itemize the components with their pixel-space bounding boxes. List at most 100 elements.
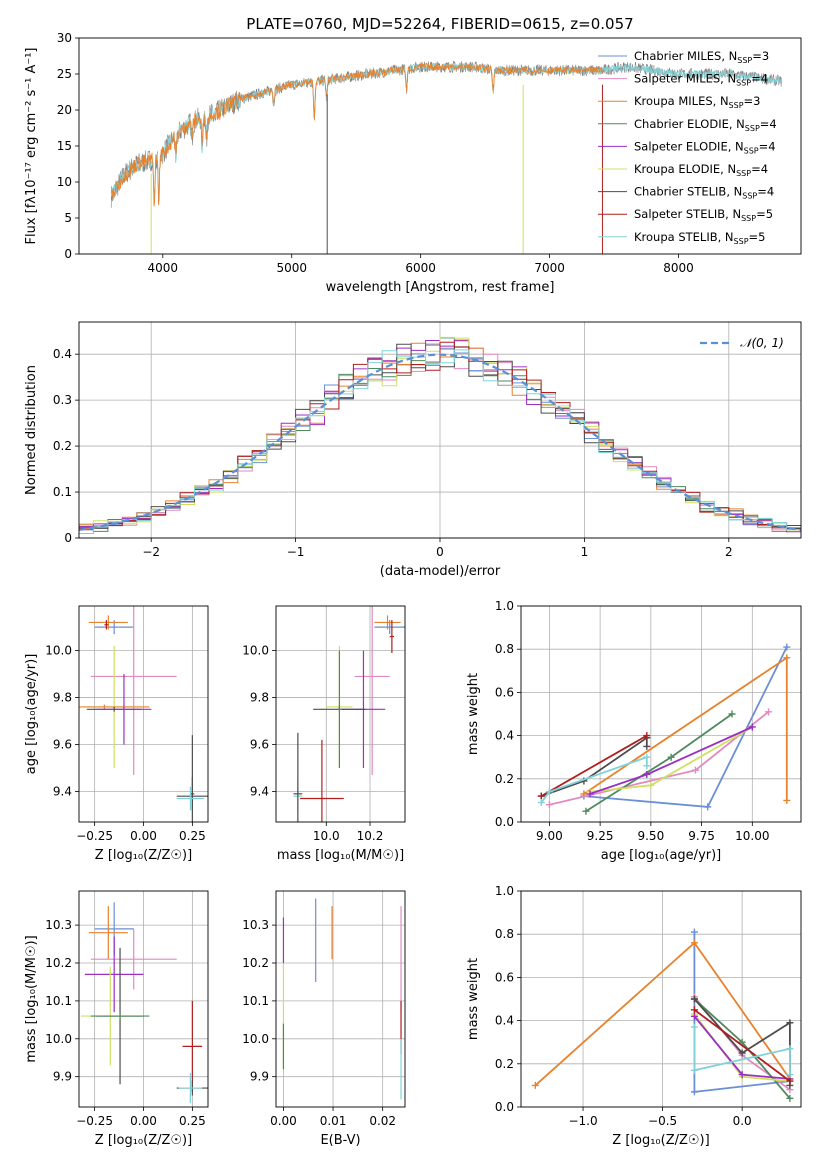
axes-frame — [275, 890, 406, 1108]
y-tick-label: 30 — [57, 31, 72, 45]
weight-marker — [704, 803, 712, 811]
spectrum-line-kroupa-miles — [110, 62, 605, 207]
weight-marker — [537, 792, 545, 800]
y-tick-label: 1.0 — [495, 884, 514, 898]
weight-marker — [582, 807, 590, 815]
errorbar-salpeter-stelib — [300, 739, 344, 822]
y-tick-label: 0.6 — [495, 970, 514, 984]
axes-frame — [275, 605, 406, 823]
x-tick-label: 0.25 — [179, 829, 206, 843]
y-tick-label: 0.6 — [495, 685, 514, 699]
weight-marker — [786, 1019, 794, 1027]
y-tick-label: 25 — [57, 67, 72, 81]
errorbar-chabrier-elodie — [337, 650, 342, 768]
plot-area — [531, 928, 794, 1102]
weight-marker — [691, 766, 699, 774]
x-tick-label: 0.01 — [320, 1114, 347, 1128]
plot-area — [537, 643, 791, 815]
weight-marker — [690, 1006, 698, 1014]
weight-marker — [647, 781, 655, 789]
y-tick-label: 10.0 — [242, 1032, 269, 1046]
y-tick-label: 0 — [64, 531, 72, 545]
y-tick-label: 0 — [64, 247, 72, 261]
residuals-legend: 𝒩(0, 1) — [700, 336, 784, 350]
weight-marker — [786, 1077, 794, 1085]
weight-marker — [643, 770, 651, 778]
weight-marker — [643, 753, 651, 761]
weight-marker — [783, 654, 791, 662]
y-axis-label: mass [log₁₀(M/M☉)] — [24, 935, 39, 1062]
x-tick-label: 10.00 — [735, 829, 769, 843]
x-tick-label: 7000 — [534, 261, 565, 275]
weight-marker — [586, 790, 594, 798]
weight-marker — [690, 1088, 698, 1096]
x-tick-label: 0.25 — [179, 1114, 206, 1128]
weight-line-salpeter-stelib — [540, 734, 648, 797]
y-tick-label: 0.4 — [495, 729, 514, 743]
spectrum-line-data — [110, 60, 782, 208]
y-tick-label: 10.1 — [45, 994, 72, 1008]
weight-marker — [667, 753, 675, 761]
figure-title: PLATE=0760, MJD=52264, FIBERID=0615, z=0… — [246, 15, 633, 33]
plot-area — [80, 902, 208, 1104]
y-tick-label: 10 — [57, 175, 72, 189]
y-axis-label: Flux [fλ10⁻¹⁷ erg cm⁻² s⁻¹ A⁻¹] — [24, 48, 39, 245]
x-tick-label: −0.5 — [648, 1114, 677, 1128]
weight-marker — [531, 1081, 539, 1089]
x-tick-label: −0.25 — [76, 829, 113, 843]
normal-curve — [79, 353, 801, 531]
x-tick-label: −2 — [142, 545, 160, 559]
legend-label: Kroupa STELIB, NSSP=5 — [634, 230, 765, 246]
y-tick-label: 0.0 — [495, 1100, 514, 1114]
x-tick-label: 9.25 — [587, 829, 614, 843]
x-tick-label: 4000 — [148, 261, 179, 275]
weight-marker — [643, 762, 651, 770]
x-tick-label: −0.25 — [76, 1114, 113, 1128]
y-tick-label: 0.2 — [53, 439, 72, 453]
errorbar-salpeter-stelib — [389, 620, 395, 653]
legend-label: Chabrier MILES, NSSP=3 — [634, 49, 769, 65]
y-tick-label: 9.4 — [250, 784, 269, 798]
weight-line-kroupa-stelib — [540, 755, 648, 804]
y-tick-label: 0.1 — [53, 485, 72, 499]
y-tick-label: 0.4 — [53, 347, 72, 361]
legend-label: Salpeter MILES, NSSP=4 — [634, 72, 768, 88]
legend-label: Salpeter ELODIE, NSSP=4 — [634, 139, 776, 155]
weight-marker — [545, 801, 553, 809]
weight-marker — [783, 643, 791, 651]
x-tick-label: 9.00 — [536, 829, 563, 843]
weight-marker — [738, 1071, 746, 1079]
errorbar-kroupa-stelib — [176, 786, 205, 811]
x-tick-label: 5000 — [276, 261, 307, 275]
x-tick-label: 1 — [581, 545, 589, 559]
panel-age_vs_mass: 10.0 10.2 9.4 9.6 9.8 10.0 mass [log₁₀(M/M☉)] — [242, 605, 406, 863]
y-tick-label: 9.4 — [53, 784, 72, 798]
y-tick-label: 10.0 — [45, 1032, 72, 1046]
y-tick-label: 10.3 — [45, 918, 72, 932]
legend-label: Chabrier STELIB, NSSP=4 — [634, 185, 774, 201]
x-tick-label: −1 — [287, 545, 305, 559]
errorbar-kroupa-miles — [88, 906, 128, 960]
y-tick-label: 10.2 — [45, 956, 72, 970]
y-tick-label: 9.9 — [250, 1070, 269, 1084]
panel-residuals: −2 −1 0 1 2 0 0.1 0.2 0.3 0.4 (data-model)/error No… — [24, 321, 802, 579]
y-tick-label: 0.3 — [53, 393, 72, 407]
x-tick-label: 0.0 — [733, 1114, 752, 1128]
y-tick-label: 0.2 — [495, 772, 514, 786]
legend-label: Kroupa ELODIE, NSSP=4 — [634, 162, 768, 178]
legend-label: 𝒩(0, 1) — [740, 336, 784, 350]
errorbar-kroupa-miles — [79, 704, 150, 710]
weight-marker — [728, 710, 736, 718]
weight-marker — [765, 708, 773, 716]
legend-label: Salpeter STELIB, NSSP=5 — [634, 207, 773, 223]
y-tick-label: 9.6 — [53, 738, 72, 752]
x-axis-label: Z [log₁₀(Z/Z☉)] — [612, 1133, 709, 1148]
y-tick-label: 10.3 — [242, 918, 269, 932]
y-axis-label: age [log₁₀(age/yr)] — [24, 654, 39, 775]
y-tick-label: 10.0 — [242, 644, 269, 658]
weight-marker — [786, 1045, 794, 1053]
x-tick-label: 10.2 — [357, 829, 384, 843]
errorbar-salpeter-miles — [90, 606, 177, 776]
plot-area — [79, 606, 208, 822]
